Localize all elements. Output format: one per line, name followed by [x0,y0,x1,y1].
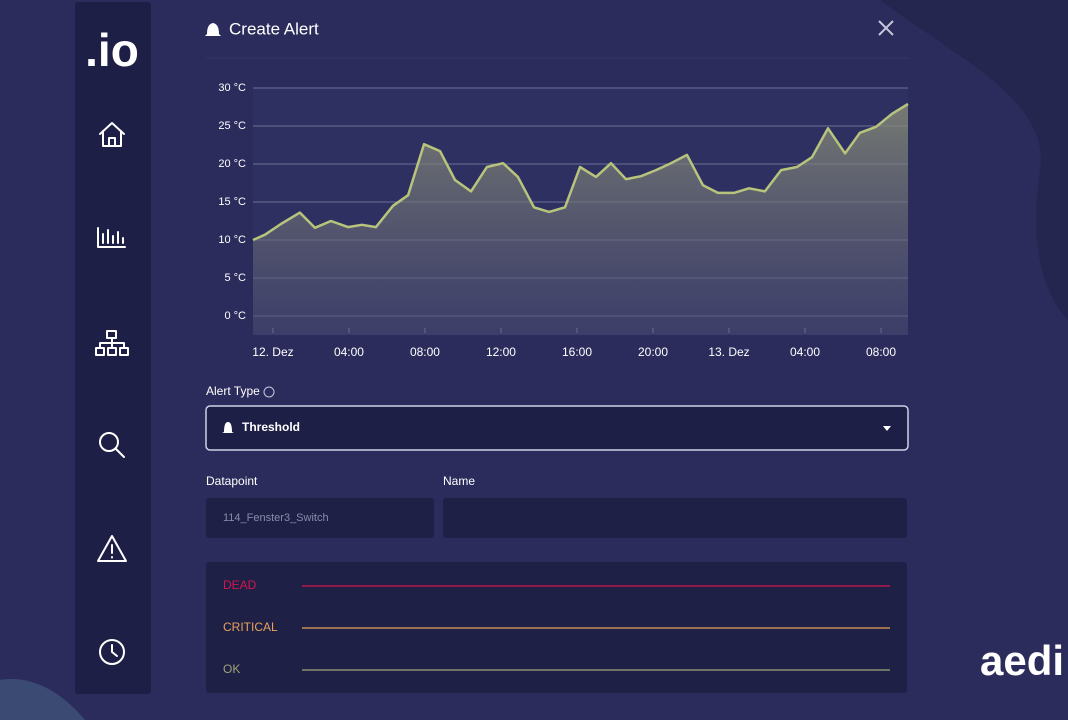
field-label: Datapoint [206,474,258,488]
y-tick-label: 30 °C [218,82,246,94]
x-tick-label: 08:00 [866,345,896,359]
bell-icon [205,23,221,37]
bell-icon [222,422,234,433]
y-tick-label: 10 °C [218,234,246,246]
field-label: Alert Type [206,384,260,398]
select-value: Threshold [242,420,300,434]
area [253,104,908,335]
x-tick-label: 20:00 [638,345,668,359]
y-tick-label: 5 °C [224,272,246,284]
threshold-label: CRITICAL [223,620,278,634]
alert-icon[interactable] [97,535,127,562]
chart: 0 °C 5 °C 10 °C 15 °C 20 °C 25 °C 30 °C 12. Dez… [218,82,909,359]
history-icon[interactable] [99,639,125,665]
modal-title: Create Alert [229,19,319,38]
brand: aedi [980,637,1064,684]
home-icon[interactable] [99,122,125,147]
field-label: Name [443,474,475,488]
x-tick-label: 13. Dez [708,345,749,359]
line [252,102,909,242]
dropdown-arrow [883,426,891,431]
logo: .io [85,24,139,76]
input-value: 114_Fenster3_Switch [223,512,329,524]
x-tick-label: 08:00 [410,345,440,359]
threshold-label: OK [223,662,240,676]
close-button[interactable] [878,20,894,36]
bg-blob [0,679,85,720]
x-tick-label: 12:00 [486,345,516,359]
thresholds: DEAD CRITICAL OK [223,578,890,676]
y-tick-label: 25 °C [218,120,246,132]
network-icon[interactable] [95,330,129,356]
stats-icon[interactable] [97,227,126,248]
threshold-label: DEAD [223,578,257,592]
x-tick-label: 12. Dez [252,345,293,359]
x-tick-label: 16:00 [562,345,592,359]
x-tick-label: 04:00 [790,345,820,359]
text-input[interactable] [443,498,907,538]
text-input[interactable] [206,498,434,538]
info-icon [263,386,275,398]
x-tick-label: 04:00 [334,345,364,359]
search-icon[interactable] [99,432,125,458]
bg-blob [880,0,1068,320]
y-tick-label: 15 °C [218,196,246,208]
y-tick-label: 20 °C [218,158,246,170]
y-tick-label: 0 °C [224,310,246,322]
select-box[interactable] [205,405,909,451]
